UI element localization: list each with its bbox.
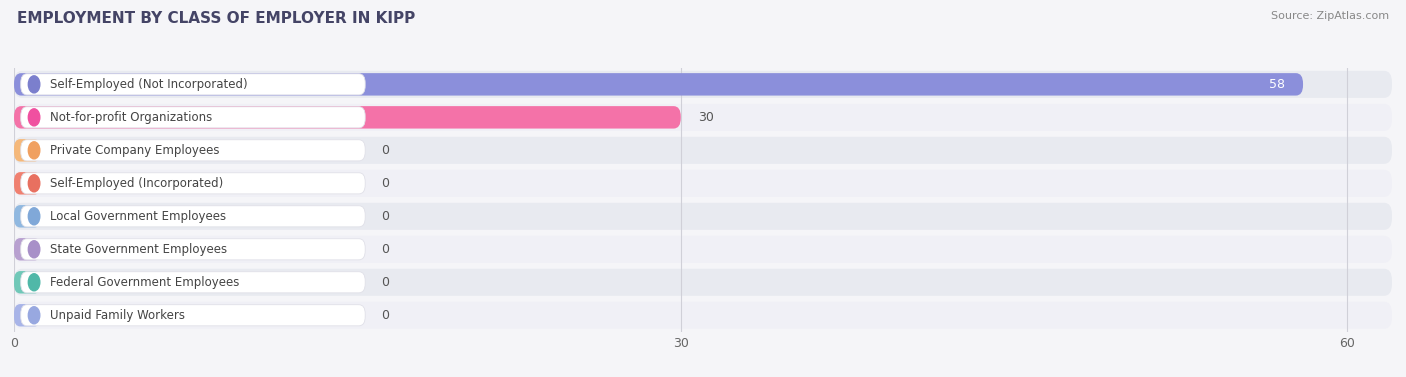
Text: 0: 0 (381, 210, 388, 223)
FancyBboxPatch shape (14, 271, 41, 294)
Text: Self-Employed (Incorporated): Self-Employed (Incorporated) (49, 177, 224, 190)
FancyBboxPatch shape (14, 269, 1392, 296)
FancyBboxPatch shape (14, 304, 41, 326)
FancyBboxPatch shape (21, 239, 366, 260)
Circle shape (28, 274, 39, 291)
Text: State Government Employees: State Government Employees (49, 243, 226, 256)
Text: 0: 0 (381, 309, 388, 322)
Text: Federal Government Employees: Federal Government Employees (49, 276, 239, 289)
FancyBboxPatch shape (14, 139, 41, 162)
Text: Source: ZipAtlas.com: Source: ZipAtlas.com (1271, 11, 1389, 21)
FancyBboxPatch shape (21, 74, 366, 95)
Circle shape (28, 208, 39, 225)
FancyBboxPatch shape (14, 302, 1392, 329)
FancyBboxPatch shape (14, 236, 1392, 263)
Circle shape (28, 241, 39, 258)
FancyBboxPatch shape (21, 107, 366, 128)
FancyBboxPatch shape (14, 71, 1392, 98)
Text: 0: 0 (381, 276, 388, 289)
FancyBboxPatch shape (21, 173, 366, 194)
Circle shape (28, 307, 39, 324)
FancyBboxPatch shape (14, 238, 41, 261)
FancyBboxPatch shape (14, 104, 1392, 131)
Text: Unpaid Family Workers: Unpaid Family Workers (49, 309, 184, 322)
FancyBboxPatch shape (14, 106, 681, 129)
FancyBboxPatch shape (14, 137, 1392, 164)
Text: Local Government Employees: Local Government Employees (49, 210, 226, 223)
FancyBboxPatch shape (21, 305, 366, 326)
Text: Self-Employed (Not Incorporated): Self-Employed (Not Incorporated) (49, 78, 247, 91)
Circle shape (28, 175, 39, 192)
FancyBboxPatch shape (14, 73, 1303, 96)
FancyBboxPatch shape (21, 206, 366, 227)
Text: Not-for-profit Organizations: Not-for-profit Organizations (49, 111, 212, 124)
Circle shape (28, 76, 39, 93)
Text: 58: 58 (1270, 78, 1285, 91)
FancyBboxPatch shape (14, 203, 1392, 230)
Text: EMPLOYMENT BY CLASS OF EMPLOYER IN KIPP: EMPLOYMENT BY CLASS OF EMPLOYER IN KIPP (17, 11, 415, 26)
Circle shape (28, 109, 39, 126)
Text: 0: 0 (381, 144, 388, 157)
Text: 0: 0 (381, 177, 388, 190)
FancyBboxPatch shape (14, 170, 1392, 197)
Text: Private Company Employees: Private Company Employees (49, 144, 219, 157)
Circle shape (28, 142, 39, 159)
FancyBboxPatch shape (14, 172, 41, 195)
FancyBboxPatch shape (21, 272, 366, 293)
Text: 0: 0 (381, 243, 388, 256)
FancyBboxPatch shape (14, 205, 41, 228)
Text: 30: 30 (699, 111, 714, 124)
FancyBboxPatch shape (21, 140, 366, 161)
